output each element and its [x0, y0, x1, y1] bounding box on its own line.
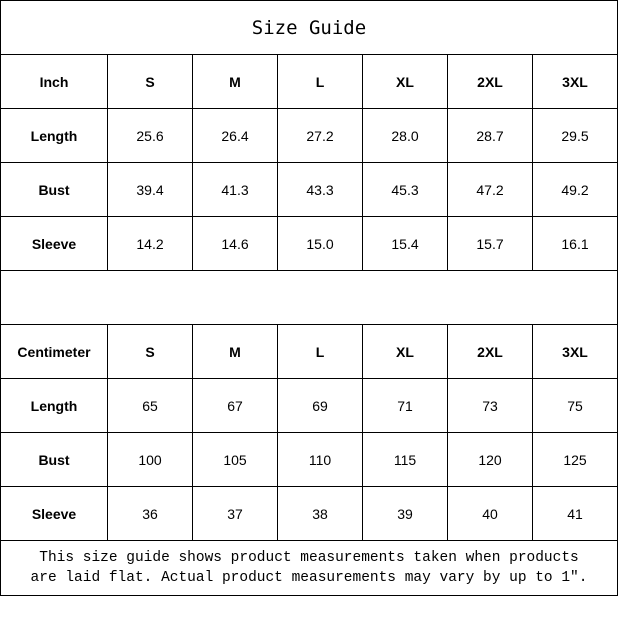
note-row: This size guide shows product measuremen… [0, 540, 618, 596]
inch-size-header: 3XL [532, 54, 618, 109]
measurement-value: 105 [192, 432, 278, 487]
measurement-label: Sleeve [0, 216, 108, 271]
measurement-value: 15.4 [362, 216, 448, 271]
spacer-row [0, 270, 618, 325]
measurement-label: Length [0, 378, 108, 433]
measurement-value: 110 [277, 432, 363, 487]
cm-size-header: M [192, 324, 278, 379]
measurement-value: 25.6 [107, 108, 193, 163]
measurement-value: 45.3 [362, 162, 448, 217]
measurement-value: 47.2 [447, 162, 533, 217]
note-line-1: This size guide shows product measuremen… [39, 550, 579, 566]
cm-header-row: Centimeter S M L XL 2XL 3XL [0, 324, 618, 379]
measurement-value: 14.2 [107, 216, 193, 271]
measurement-value: 26.4 [192, 108, 278, 163]
measurement-value: 39 [362, 486, 448, 541]
title-row: Size Guide [0, 0, 618, 55]
measurement-value: 28.7 [447, 108, 533, 163]
measurement-label: Bust [0, 162, 108, 217]
measurement-value: 100 [107, 432, 193, 487]
cm-size-header: XL [362, 324, 448, 379]
cm-size-header: 2XL [447, 324, 533, 379]
inch-table-row: Bust 39.4 41.3 43.3 45.3 47.2 49.2 [0, 162, 618, 217]
cm-size-header: L [277, 324, 363, 379]
inch-size-header: M [192, 54, 278, 109]
measurement-value: 40 [447, 486, 533, 541]
cm-unit-header: Centimeter [0, 324, 108, 379]
measurement-value: 75 [532, 378, 618, 433]
page-title: Size Guide [0, 0, 618, 55]
measurement-value: 28.0 [362, 108, 448, 163]
size-guide-table: Size Guide Inch S M L XL 2XL 3XL Length 25.6 26.4… [0, 0, 618, 596]
measurement-value: 38 [277, 486, 363, 541]
measurement-value: 15.0 [277, 216, 363, 271]
cm-size-header: S [107, 324, 193, 379]
measurement-label: Bust [0, 432, 108, 487]
measurement-value: 43.3 [277, 162, 363, 217]
inch-header-row: Inch S M L XL 2XL 3XL [0, 54, 618, 109]
cm-table-row: Length 65 67 69 71 73 75 [0, 378, 618, 433]
measurement-value: 27.2 [277, 108, 363, 163]
measurement-value: 115 [362, 432, 448, 487]
measurement-value: 29.5 [532, 108, 618, 163]
measurement-value: 49.2 [532, 162, 618, 217]
measurement-note: This size guide shows product measuremen… [0, 540, 618, 596]
measurement-value: 125 [532, 432, 618, 487]
measurement-value: 16.1 [532, 216, 618, 271]
inch-size-header: XL [362, 54, 448, 109]
measurement-value: 41.3 [192, 162, 278, 217]
cm-table-row: Sleeve 36 37 38 39 40 41 [0, 486, 618, 541]
inch-table-row: Sleeve 14.2 14.6 15.0 15.4 15.7 16.1 [0, 216, 618, 271]
measurement-value: 14.6 [192, 216, 278, 271]
measurement-label: Length [0, 108, 108, 163]
measurement-label: Sleeve [0, 486, 108, 541]
measurement-value: 36 [107, 486, 193, 541]
note-line-2: are laid flat. Actual product measuremen… [30, 570, 588, 586]
inch-size-header: S [107, 54, 193, 109]
measurement-value: 37 [192, 486, 278, 541]
measurement-value: 67 [192, 378, 278, 433]
inch-size-header: 2XL [447, 54, 533, 109]
measurement-value: 71 [362, 378, 448, 433]
measurement-value: 120 [447, 432, 533, 487]
inch-size-header: L [277, 54, 363, 109]
measurement-value: 39.4 [107, 162, 193, 217]
measurement-value: 41 [532, 486, 618, 541]
measurement-value: 65 [107, 378, 193, 433]
measurement-value: 69 [277, 378, 363, 433]
cm-table-row: Bust 100 105 110 115 120 125 [0, 432, 618, 487]
measurement-value: 73 [447, 378, 533, 433]
inch-unit-header: Inch [0, 54, 108, 109]
cm-size-header: 3XL [532, 324, 618, 379]
measurement-value: 15.7 [447, 216, 533, 271]
inch-table-row: Length 25.6 26.4 27.2 28.0 28.7 29.5 [0, 108, 618, 163]
spacer-cell [0, 270, 618, 325]
